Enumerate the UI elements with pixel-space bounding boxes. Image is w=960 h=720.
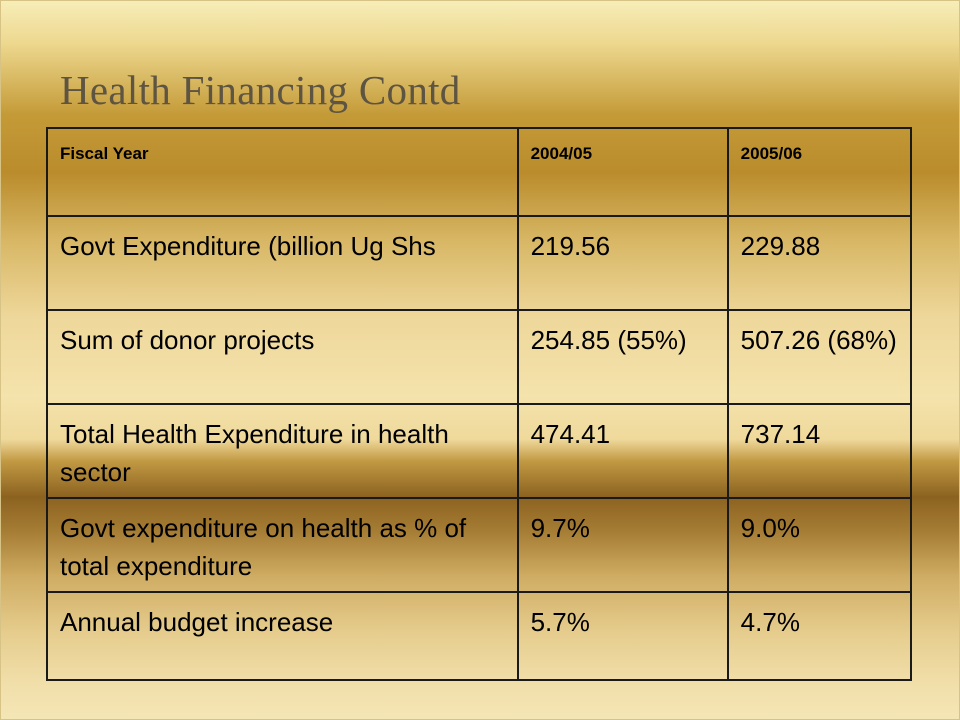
value-cell-2005-06: 9.0% — [726, 497, 913, 593]
slide-title: Health Financing Contd — [60, 67, 461, 113]
row-label-cell: Annual budget increase — [46, 591, 519, 681]
value-cell-2005-06: 737.14 — [726, 403, 913, 499]
value-cell-2004-05: 9.7% — [516, 497, 729, 593]
header-cell-fiscal-year: Fiscal Year — [46, 127, 519, 217]
health-financing-table: Fiscal Year 2004/05 2005/06 Govt Expendi… — [46, 127, 913, 681]
value-cell-2005-06: 229.88 — [726, 215, 913, 311]
value-cell-2005-06: 507.26 (68%) — [726, 309, 913, 405]
row-label-cell: Govt expenditure on health as % of total… — [46, 497, 519, 593]
value-cell-2004-05: 219.56 — [516, 215, 729, 311]
value-cell-2005-06: 4.7% — [726, 591, 913, 681]
table-header-row: Fiscal Year 2004/05 2005/06 — [46, 127, 913, 217]
row-label-cell: Sum of donor projects — [46, 309, 519, 405]
value-cell-2004-05: 254.85 (55%) — [516, 309, 729, 405]
table-row: Govt Expenditure (billion Ug Shs 219.56 … — [46, 215, 913, 311]
table-row: Sum of donor projects 254.85 (55%) 507.2… — [46, 309, 913, 405]
header-cell-2004-05: 2004/05 — [516, 127, 729, 217]
header-cell-2005-06: 2005/06 — [726, 127, 913, 217]
row-label-cell: Govt Expenditure (billion Ug Shs — [46, 215, 519, 311]
table-row: Govt expenditure on health as % of total… — [46, 497, 913, 593]
table-row: Total Health Expenditure in health secto… — [46, 403, 913, 499]
value-cell-2004-05: 474.41 — [516, 403, 729, 499]
row-label-cell: Total Health Expenditure in health secto… — [46, 403, 519, 499]
value-cell-2004-05: 5.7% — [516, 591, 729, 681]
table-row: Annual budget increase 5.7% 4.7% — [46, 591, 913, 681]
